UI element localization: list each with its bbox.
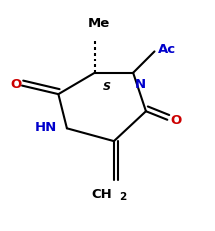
Text: Me: Me	[88, 17, 110, 30]
Text: CH: CH	[91, 188, 112, 201]
Text: Ac: Ac	[158, 43, 176, 56]
Text: O: O	[10, 78, 21, 91]
Text: N: N	[135, 78, 146, 91]
Text: 2: 2	[119, 192, 126, 202]
Text: HN: HN	[34, 121, 57, 134]
Text: S: S	[102, 82, 111, 92]
Text: O: O	[170, 114, 181, 127]
